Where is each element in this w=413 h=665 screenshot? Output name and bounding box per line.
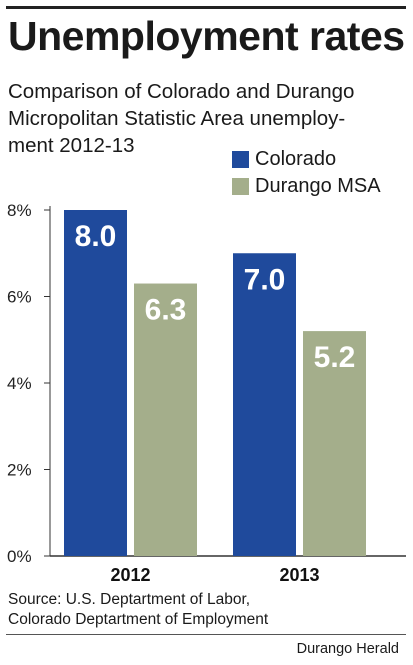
bar [134,283,197,556]
x-tick-label: 2012 [110,565,150,585]
legend-item-colorado: Colorado [232,148,336,171]
bar-value-label: 8.0 [75,220,117,253]
y-tick-label: 4% [7,374,32,393]
y-tick-label: 6% [7,288,32,307]
top-rule [6,6,406,9]
bar [303,331,366,556]
legend-swatch-colorado [232,151,249,168]
source-line: Source: U.S. Deptartment of Labor, [8,591,251,608]
legend-label: Colorado [255,148,337,170]
x-tick-label: 2013 [279,565,319,585]
source-note: Source: U.S. Deptartment of Labor, Color… [8,590,268,630]
y-tick-label: 2% [7,461,32,480]
bar [64,210,127,556]
legend-item-durango: Durango MSA [232,175,381,198]
legend-swatch-durango [232,178,249,195]
bar-value-label: 6.3 [145,294,187,327]
bar-value-label: 5.2 [314,341,356,374]
bar [233,253,296,556]
subtitle-line: Comparison of Colorado and Durango [8,80,355,103]
subtitle-line: Micropolitan Statistic Area unemploy- [8,107,346,130]
bottom-rule [6,634,406,635]
y-tick-label: 8% [7,201,32,220]
y-tick-label: 0% [7,547,32,566]
chart-subtitle: Comparison of Colorado and Durango Micro… [8,78,406,159]
subtitle-line: ment 2012-13 [8,134,135,157]
bar-value-label: 7.0 [244,263,286,296]
legend-label: Durango MSA [255,175,381,197]
credit-line: Durango Herald [296,641,399,657]
chart-title: Unemployment rates [8,13,405,59]
source-line: Colorado Deptartment of Employment [8,611,269,628]
bar-chart: 0% 2% 4% 6% 8% 8.0 6.3 2012 7.0 5.2 2013 [7,201,406,585]
